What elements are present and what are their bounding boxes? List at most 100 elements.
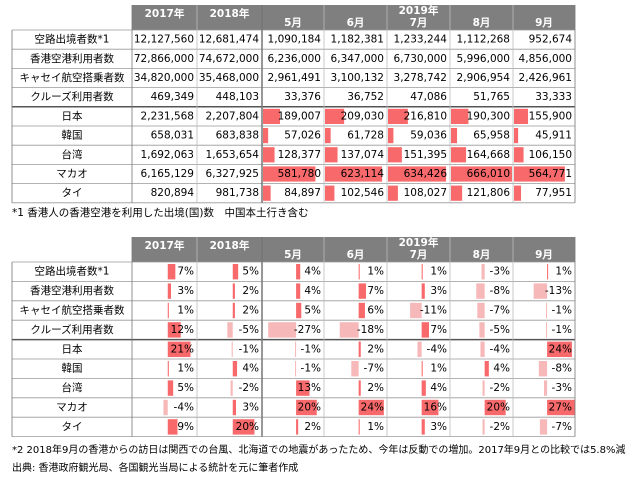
row-label: マカオ <box>56 168 88 180</box>
data-bar <box>480 341 485 357</box>
header-cell: 9月 <box>535 249 553 261</box>
data-bar <box>167 264 176 280</box>
header-cell: 2017年 <box>145 239 185 252</box>
data-bar <box>451 147 467 163</box>
cell: 51,765 <box>473 91 510 103</box>
cell: 1% <box>367 266 384 278</box>
cell: 12% <box>171 324 194 336</box>
cell: 4% <box>493 363 510 375</box>
row-label: キャセイ航空搭乗者数 <box>20 304 125 317</box>
data-bar <box>296 380 310 396</box>
cell: 3% <box>430 285 447 297</box>
row-label: 韓国 <box>62 363 83 375</box>
cell: 190,300 <box>467 110 510 122</box>
data-bar <box>232 264 239 280</box>
cell: 121,806 <box>467 187 511 199</box>
header-cell: 2017年 <box>145 7 185 20</box>
data-bar <box>482 380 485 396</box>
cell: -3% <box>552 382 572 394</box>
header-cell: 2018年 <box>210 7 250 20</box>
data-bar <box>358 264 360 280</box>
header-cell: 7月 <box>410 17 428 29</box>
cell: 683,838 <box>216 130 259 142</box>
cell: 5,996,000 <box>457 53 510 65</box>
cell: 45,911 <box>535 130 572 142</box>
data-bar <box>232 302 235 319</box>
cell: -1% <box>552 305 572 317</box>
cell: 209,030 <box>341 110 384 122</box>
cell: 128,377 <box>278 149 321 161</box>
data-bar <box>484 361 489 377</box>
cell: 981,738 <box>216 187 259 199</box>
data-bar <box>325 128 331 144</box>
data-bar <box>514 108 529 124</box>
data-bar <box>232 283 235 299</box>
data-bar <box>296 302 302 319</box>
data-bar <box>358 341 361 357</box>
cell: 12,681,474 <box>199 34 259 46</box>
data-bar <box>268 322 297 338</box>
cell: 1% <box>367 421 384 433</box>
cell: 36,752 <box>347 91 384 103</box>
data-bar <box>417 341 422 357</box>
cell: 1,112,268 <box>457 34 510 46</box>
row-label: 香港空港利用者数 <box>30 284 114 297</box>
row-label: タイ <box>62 421 83 433</box>
data-bar <box>263 166 316 182</box>
cell: 59,036 <box>410 130 447 142</box>
cell: 33,333 <box>535 91 572 103</box>
data-bar <box>232 361 238 377</box>
row-label: 韓国 <box>62 130 83 142</box>
cell: -18% <box>357 324 384 336</box>
data-bar <box>410 302 422 319</box>
data-bar <box>358 283 366 299</box>
data-bar <box>421 283 425 299</box>
data-bar <box>538 361 548 377</box>
cell: -2% <box>239 382 259 394</box>
data-bar <box>263 108 281 124</box>
cell: 4,856,000 <box>519 53 572 65</box>
data-bar <box>296 283 301 299</box>
data-bar <box>231 341 233 357</box>
row-label: マカオ <box>56 402 88 414</box>
cell: -1% <box>552 324 572 336</box>
data-bar <box>325 108 345 124</box>
cell: 658,031 <box>151 130 194 142</box>
cell: 2% <box>367 343 384 355</box>
data-bar <box>451 185 463 201</box>
row-label: 日本 <box>62 109 83 122</box>
cell: 164,668 <box>467 149 510 161</box>
cell: 1,233,244 <box>394 34 448 46</box>
cell: 20% <box>236 421 259 433</box>
cell: 108,027 <box>404 187 447 199</box>
cell: 1,692,063 <box>141 149 194 161</box>
data-bar <box>358 419 360 435</box>
cell: 61,728 <box>347 130 384 142</box>
cell: 1% <box>430 266 447 278</box>
data-bar <box>421 399 439 416</box>
cell: 469,349 <box>151 91 194 103</box>
cell: 106,150 <box>529 149 572 161</box>
cell: 4% <box>430 382 447 394</box>
data-bar <box>167 361 169 377</box>
cell: -13% <box>545 285 572 297</box>
cell: 33,376 <box>284 91 321 103</box>
data-bar <box>230 380 233 396</box>
data-bar <box>263 147 275 163</box>
data-bar <box>547 399 575 416</box>
data-bar <box>481 264 485 280</box>
cell: 24% <box>361 402 384 414</box>
data-bar <box>388 185 398 201</box>
data-bar <box>351 361 359 377</box>
header-cell: 8月 <box>473 249 491 261</box>
cell: 952,674 <box>529 34 573 46</box>
cell: -4% <box>427 343 447 355</box>
cell: 24% <box>549 343 572 355</box>
row-label: タイ <box>62 187 83 199</box>
cell: 623,114 <box>341 168 385 180</box>
data-bar <box>296 264 301 280</box>
cell: 6,327,925 <box>206 168 259 180</box>
row-label: 台湾 <box>62 381 83 394</box>
cell: 5% <box>242 266 259 278</box>
data-bar <box>296 399 317 416</box>
